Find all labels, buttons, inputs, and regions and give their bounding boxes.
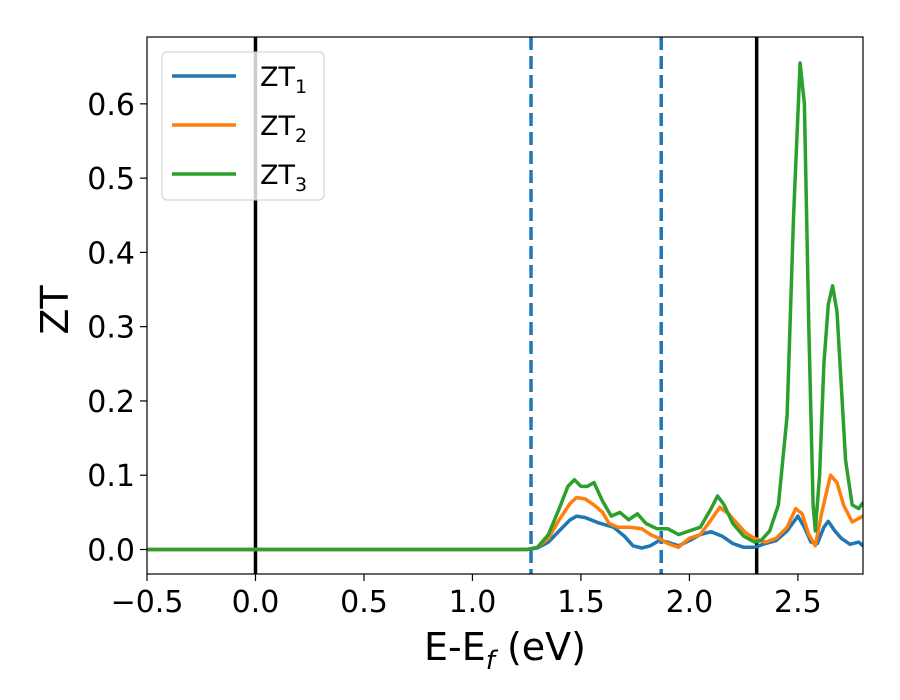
y-tick-label: 0.6 [87, 88, 135, 123]
series-line-zt3 [147, 61, 863, 552]
series-line-zt2 [147, 473, 863, 552]
legend-box [161, 51, 325, 201]
legend-label-zt2: ZT2 [260, 111, 307, 147]
x-axis-label-unit: (eV) [495, 625, 586, 669]
y-tick-label: 0.3 [87, 311, 135, 346]
x-tick-label: 2.0 [666, 585, 714, 620]
x-tick-label: 0.0 [232, 585, 280, 620]
x-tick-label: 2.5 [774, 585, 822, 620]
x-axis-ticks: −0.5 0.0 0.5 1.0 1.5 2.0 2.5 [111, 574, 822, 620]
x-tick-label: 1.5 [557, 585, 605, 620]
x-axis-label: E-Ef (eV) [424, 625, 586, 676]
y-tick-label: 0.1 [87, 459, 135, 494]
x-tick-label: −0.5 [111, 585, 184, 620]
x-tick-label: 1.0 [449, 585, 497, 620]
legend-label-zt3: ZT3 [260, 160, 307, 196]
series-lines [147, 61, 863, 552]
y-axis-ticks: 0.0 0.1 0.2 0.3 0.4 0.5 0.6 [87, 88, 147, 568]
y-tick-label: 0.5 [87, 162, 135, 197]
y-axis-label: ZT [33, 285, 77, 335]
legend: ZT1 ZT2 ZT3 [161, 51, 325, 201]
series-line-zt1 [147, 514, 863, 552]
y-tick-label: 0.2 [87, 385, 135, 420]
y-tick-label: 0.0 [87, 533, 135, 568]
reference-lines [253, 37, 759, 574]
x-tick-label: 0.5 [340, 585, 388, 620]
legend-label-zt1: ZT1 [260, 62, 307, 98]
y-tick-label: 0.4 [87, 236, 135, 271]
plot-frame [146, 36, 864, 575]
